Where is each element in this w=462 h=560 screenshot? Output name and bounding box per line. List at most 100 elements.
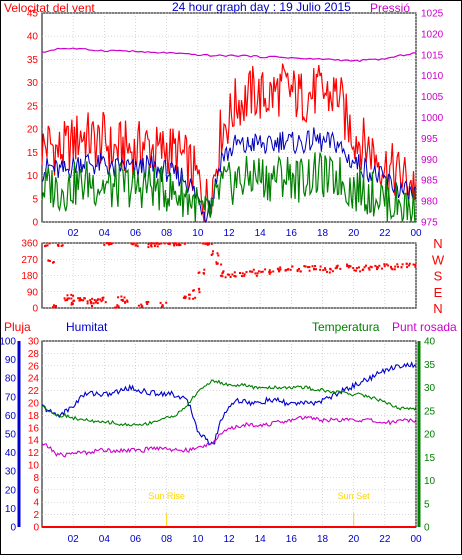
direction-point bbox=[166, 242, 169, 245]
direction-point bbox=[133, 242, 136, 245]
direction-point bbox=[324, 267, 326, 270]
direction-point bbox=[96, 302, 99, 305]
direction-point bbox=[279, 266, 282, 269]
direction-point bbox=[212, 250, 214, 253]
direction-point bbox=[72, 300, 75, 303]
direction-point bbox=[95, 300, 98, 303]
wind-speed-label: Velocitat del vent bbox=[4, 1, 95, 15]
wind-speed-tick: 30 bbox=[27, 78, 39, 89]
pressure-series bbox=[41, 47, 416, 63]
wind-time-tick: 08 bbox=[161, 228, 173, 239]
direction-point bbox=[229, 276, 232, 278]
direction-points bbox=[44, 242, 417, 309]
wind-time-tick: 10 bbox=[192, 228, 204, 239]
direction-point bbox=[315, 268, 317, 271]
direction-point bbox=[89, 299, 92, 302]
pressure-tick: 985 bbox=[421, 176, 438, 187]
wind-time-tick: 16 bbox=[286, 228, 298, 239]
direction-point bbox=[117, 296, 120, 299]
direction-point bbox=[105, 242, 108, 245]
direction-point bbox=[349, 265, 352, 268]
rain-tick: 28 bbox=[28, 349, 40, 360]
wind-speed-tick: 20 bbox=[27, 125, 39, 136]
direction-point bbox=[401, 263, 404, 266]
pressure-tick: 980 bbox=[421, 197, 438, 208]
direction-point bbox=[207, 243, 210, 246]
direction-point bbox=[178, 242, 181, 245]
direction-point bbox=[355, 267, 358, 270]
direction-point bbox=[93, 299, 96, 301]
direction-point bbox=[136, 242, 139, 245]
direction-point bbox=[103, 243, 106, 246]
direction-point bbox=[147, 243, 150, 246]
legend-rain: Pluja bbox=[4, 320, 31, 334]
rain-tick: 22 bbox=[28, 386, 40, 397]
humidity-tick: 100 bbox=[0, 337, 16, 348]
rain-tick: 26 bbox=[28, 361, 40, 372]
direction-point bbox=[353, 269, 356, 272]
direction-point bbox=[198, 288, 201, 291]
wind-speed-tick: 0 bbox=[32, 218, 38, 229]
direction-point bbox=[400, 266, 403, 269]
direction-point bbox=[141, 305, 144, 308]
direction-point bbox=[249, 270, 251, 273]
humidity-tick: 60 bbox=[5, 411, 17, 422]
direction-point bbox=[206, 242, 209, 245]
direction-point bbox=[160, 305, 163, 308]
direction-point bbox=[70, 303, 73, 306]
direction-point bbox=[268, 271, 271, 273]
direction-point bbox=[192, 297, 195, 300]
direction-point bbox=[131, 243, 134, 246]
humidity-tick: 80 bbox=[5, 374, 17, 385]
graph-title: 24 hour graph day : 19 Julio 2015 bbox=[172, 0, 351, 14]
direction-point bbox=[83, 297, 86, 300]
direction-point bbox=[136, 245, 139, 248]
direction-point bbox=[70, 297, 73, 300]
direction-point bbox=[79, 297, 82, 300]
direction-point bbox=[254, 272, 257, 275]
temp-humidity-panel: Pluja Humitat Temperatura Punt rosada 0 1… bbox=[0, 320, 457, 545]
rain-tick: 4 bbox=[33, 498, 39, 509]
direction-point bbox=[383, 265, 386, 268]
compass-label: E bbox=[434, 285, 443, 300]
wind-time-axis: 02 04 06 08 10 12 14 16 18 20 22 00 bbox=[68, 228, 422, 239]
direction-point bbox=[120, 295, 123, 298]
wind-time-tick: 22 bbox=[379, 228, 391, 239]
temperature-tick: 5 bbox=[424, 499, 430, 510]
direction-point bbox=[146, 303, 149, 305]
direction-point bbox=[347, 266, 350, 269]
direction-point bbox=[264, 268, 267, 271]
direction-point bbox=[156, 245, 159, 248]
direction-point bbox=[54, 305, 57, 308]
direction-point bbox=[92, 302, 95, 305]
direction-point bbox=[358, 266, 360, 269]
direction-point bbox=[285, 268, 288, 271]
direction-point bbox=[52, 261, 54, 264]
pressure-tick: 975 bbox=[421, 218, 438, 229]
direction-point bbox=[183, 242, 186, 245]
direction-point bbox=[126, 299, 129, 302]
temp-time-tick: 10 bbox=[192, 534, 204, 545]
direction-point bbox=[159, 301, 162, 304]
wind-series bbox=[41, 47, 417, 224]
direction-point bbox=[255, 274, 258, 277]
direction-point bbox=[66, 299, 69, 301]
wind-speed-tick: 40 bbox=[27, 32, 39, 43]
direction-point bbox=[289, 268, 292, 271]
direction-point bbox=[137, 304, 140, 307]
wind-time-tick: 20 bbox=[348, 228, 360, 239]
temperature-tick: 0 bbox=[424, 523, 430, 534]
wind-speed-axis: 0 5 10 15 20 25 30 35 40 45 bbox=[27, 9, 39, 229]
direction-point bbox=[182, 296, 185, 299]
direction-point bbox=[231, 273, 234, 276]
direction-point bbox=[160, 242, 163, 245]
direction-point bbox=[70, 301, 73, 304]
direction-point bbox=[378, 264, 381, 267]
pressure-tick: 1005 bbox=[421, 92, 444, 103]
direction-point bbox=[100, 300, 103, 303]
pressure-tick: 990 bbox=[421, 155, 438, 166]
legend-dewpoint: Punt rosada bbox=[392, 320, 457, 334]
direction-point bbox=[234, 275, 237, 278]
